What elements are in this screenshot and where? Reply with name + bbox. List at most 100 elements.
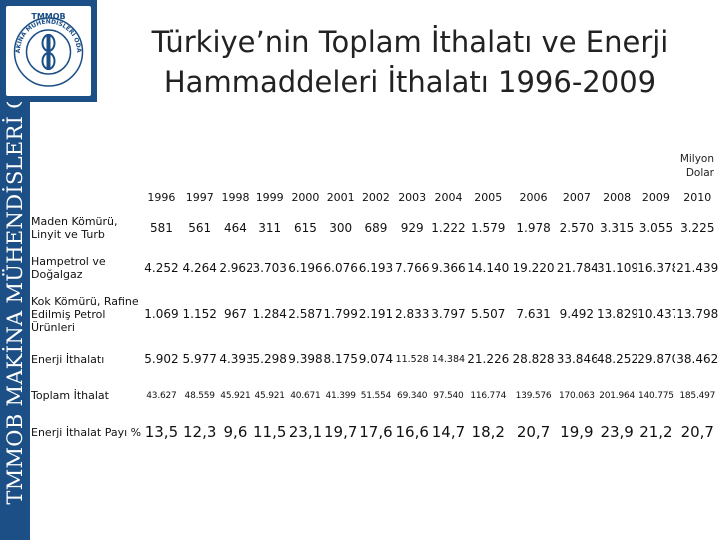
table-cell: 29.870 — [637, 352, 674, 366]
table-cell: 17,6 — [359, 423, 393, 441]
year-header: 1997 — [185, 190, 214, 204]
row-label: Kok Kömürü, Rafine Edilmiş Petrol Ürünle… — [31, 294, 139, 334]
table-cell: 21,2 — [639, 423, 673, 441]
table-cell: 19.220 — [512, 261, 555, 275]
unit-line-2: Dolar — [685, 167, 714, 179]
table-cell: 4.264 — [182, 261, 217, 275]
table-cell: 464 — [224, 221, 247, 235]
table-cell: 140.775 — [638, 390, 674, 401]
table-cell: 3.055 — [638, 221, 674, 235]
header-corner — [31, 186, 143, 208]
table-cell: 20,7 — [680, 423, 714, 441]
table-cell: 6.193 — [358, 261, 394, 275]
row-label: Enerji İthalatı — [31, 352, 105, 366]
table-cell: 1.799 — [323, 307, 358, 321]
table-cell: 16.378 — [637, 261, 674, 275]
table-cell: 19,9 — [560, 423, 594, 441]
table-cell: 51.554 — [360, 390, 392, 401]
table-cell: 6.196 — [288, 261, 323, 275]
table-cell: 1.222 — [431, 221, 466, 235]
table-cell: 12,3 — [183, 423, 217, 441]
table-cell: 23,1 — [288, 423, 323, 441]
tmmob-logo: TMMOB MAKİNA MÜHENDİSLERİ ODASI — [0, 0, 97, 102]
table-row: Enerji İthalat Payı % 13,5 12,3 9,6 11,5… — [31, 413, 720, 451]
table-cell: 9.074 — [358, 352, 394, 366]
table-cell: 21.226 — [467, 352, 510, 366]
table-cell: 20,7 — [516, 423, 551, 441]
table-cell: 9,6 — [223, 423, 248, 441]
table-cell: 48.252 — [597, 352, 638, 366]
table-cell: 38.462 — [676, 352, 719, 366]
table-cell: 2.833 — [395, 307, 430, 321]
unit-label: Milyon Dolar — [664, 152, 714, 180]
year-header: 2009 — [641, 190, 670, 204]
table-cell: 21.439 — [676, 261, 719, 275]
year-header: 2006 — [519, 190, 548, 204]
table-cell: 40.671 — [290, 390, 321, 401]
row-label: Enerji İthalat Payı % — [31, 425, 142, 439]
table-cell: 48.559 — [184, 390, 215, 401]
year-header: 2000 — [291, 190, 320, 204]
table-cell: 4.393 — [219, 352, 252, 366]
year-header: 1999 — [255, 190, 284, 204]
table-cell: 45.921 — [254, 390, 285, 401]
year-header: 2005 — [474, 190, 503, 204]
year-header: 2008 — [603, 190, 632, 204]
table-cell: 7.631 — [516, 307, 551, 321]
table-cell: 689 — [364, 221, 388, 235]
table-cell: 6.076 — [323, 261, 358, 275]
table-cell: 9.366 — [431, 261, 466, 275]
table-cell: 33.846 — [556, 352, 597, 366]
table-cell: 13.798 — [676, 307, 719, 321]
table-cell: 2.191 — [358, 307, 394, 321]
table-row: Enerji İthalatı 5.902 5.977 4.393 5.298 … — [31, 340, 720, 378]
table-cell: 97.540 — [433, 390, 464, 401]
year-header: 2003 — [398, 190, 427, 204]
table-cell: 41.399 — [325, 390, 356, 401]
table-cell: 2.570 — [559, 221, 595, 235]
year-header: 2001 — [326, 190, 355, 204]
table-cell: 31.109 — [597, 261, 638, 275]
table-cell: 7.766 — [395, 261, 430, 275]
table-cell: 11,5 — [252, 423, 287, 441]
table-row: Maden Kömürü, Linyit ve Turb 581 561 464… — [31, 208, 720, 248]
table-cell: 581 — [149, 221, 173, 235]
row-label: Maden Kömürü, Linyit ve Turb — [31, 215, 118, 241]
table-cell: 615 — [293, 221, 317, 235]
table-cell: 16,6 — [395, 423, 429, 441]
table-cell: 14.384 — [431, 353, 466, 365]
table-cell: 1.284 — [252, 307, 287, 321]
year-header: 2002 — [361, 190, 390, 204]
table-cell: 45.921 — [220, 390, 251, 401]
header-row: 1996 1997 1998 1999 2000 2001 2002 2003 … — [31, 186, 720, 208]
table-cell: 967 — [224, 307, 247, 321]
table-cell: 5.507 — [471, 307, 506, 321]
table-cell: 561 — [188, 221, 212, 235]
title-line-1: Türkiye’nin Toplam İthalatı ve Enerji — [151, 25, 669, 59]
table-cell: 5.977 — [182, 352, 217, 366]
year-header: 2004 — [434, 190, 463, 204]
table-cell: 43.627 — [146, 390, 177, 401]
table-cell: 1.152 — [182, 307, 217, 321]
page-title: Türkiye’nin Toplam İthalatı ve Enerji Ha… — [120, 22, 700, 102]
logo-top-text: TMMOB — [31, 12, 65, 21]
table-cell: 116.774 — [470, 390, 507, 401]
table-cell: 170.063 — [558, 390, 595, 401]
table-cell: 11.528 — [395, 353, 429, 365]
energy-import-table: 1996 1997 1998 1999 2000 2001 2002 2003 … — [31, 186, 720, 451]
table-row: Toplam İthalat 43.627 48.559 45.921 45.9… — [31, 378, 720, 413]
table-cell: 1.579 — [471, 221, 506, 235]
table-cell: 311 — [258, 221, 282, 235]
table-cell: 3.315 — [599, 221, 635, 235]
table-row: Kok Kömürü, Rafine Edilmiş Petrol Ürünle… — [31, 288, 720, 340]
table-cell: 19,7 — [323, 423, 358, 441]
table-cell: 23,9 — [600, 423, 634, 441]
table-cell: 201.964 — [599, 390, 636, 401]
table-cell: 18,2 — [471, 423, 505, 441]
row-label: Toplam İthalat — [31, 389, 109, 402]
unit-line-1: Milyon — [679, 153, 714, 165]
table-cell: 9.398 — [288, 352, 323, 366]
title-line-2: Hammaddeleri İthalatı 1996-2009 — [163, 65, 657, 99]
table-cell: 3.703 — [252, 261, 287, 275]
year-header: 1998 — [221, 190, 250, 204]
